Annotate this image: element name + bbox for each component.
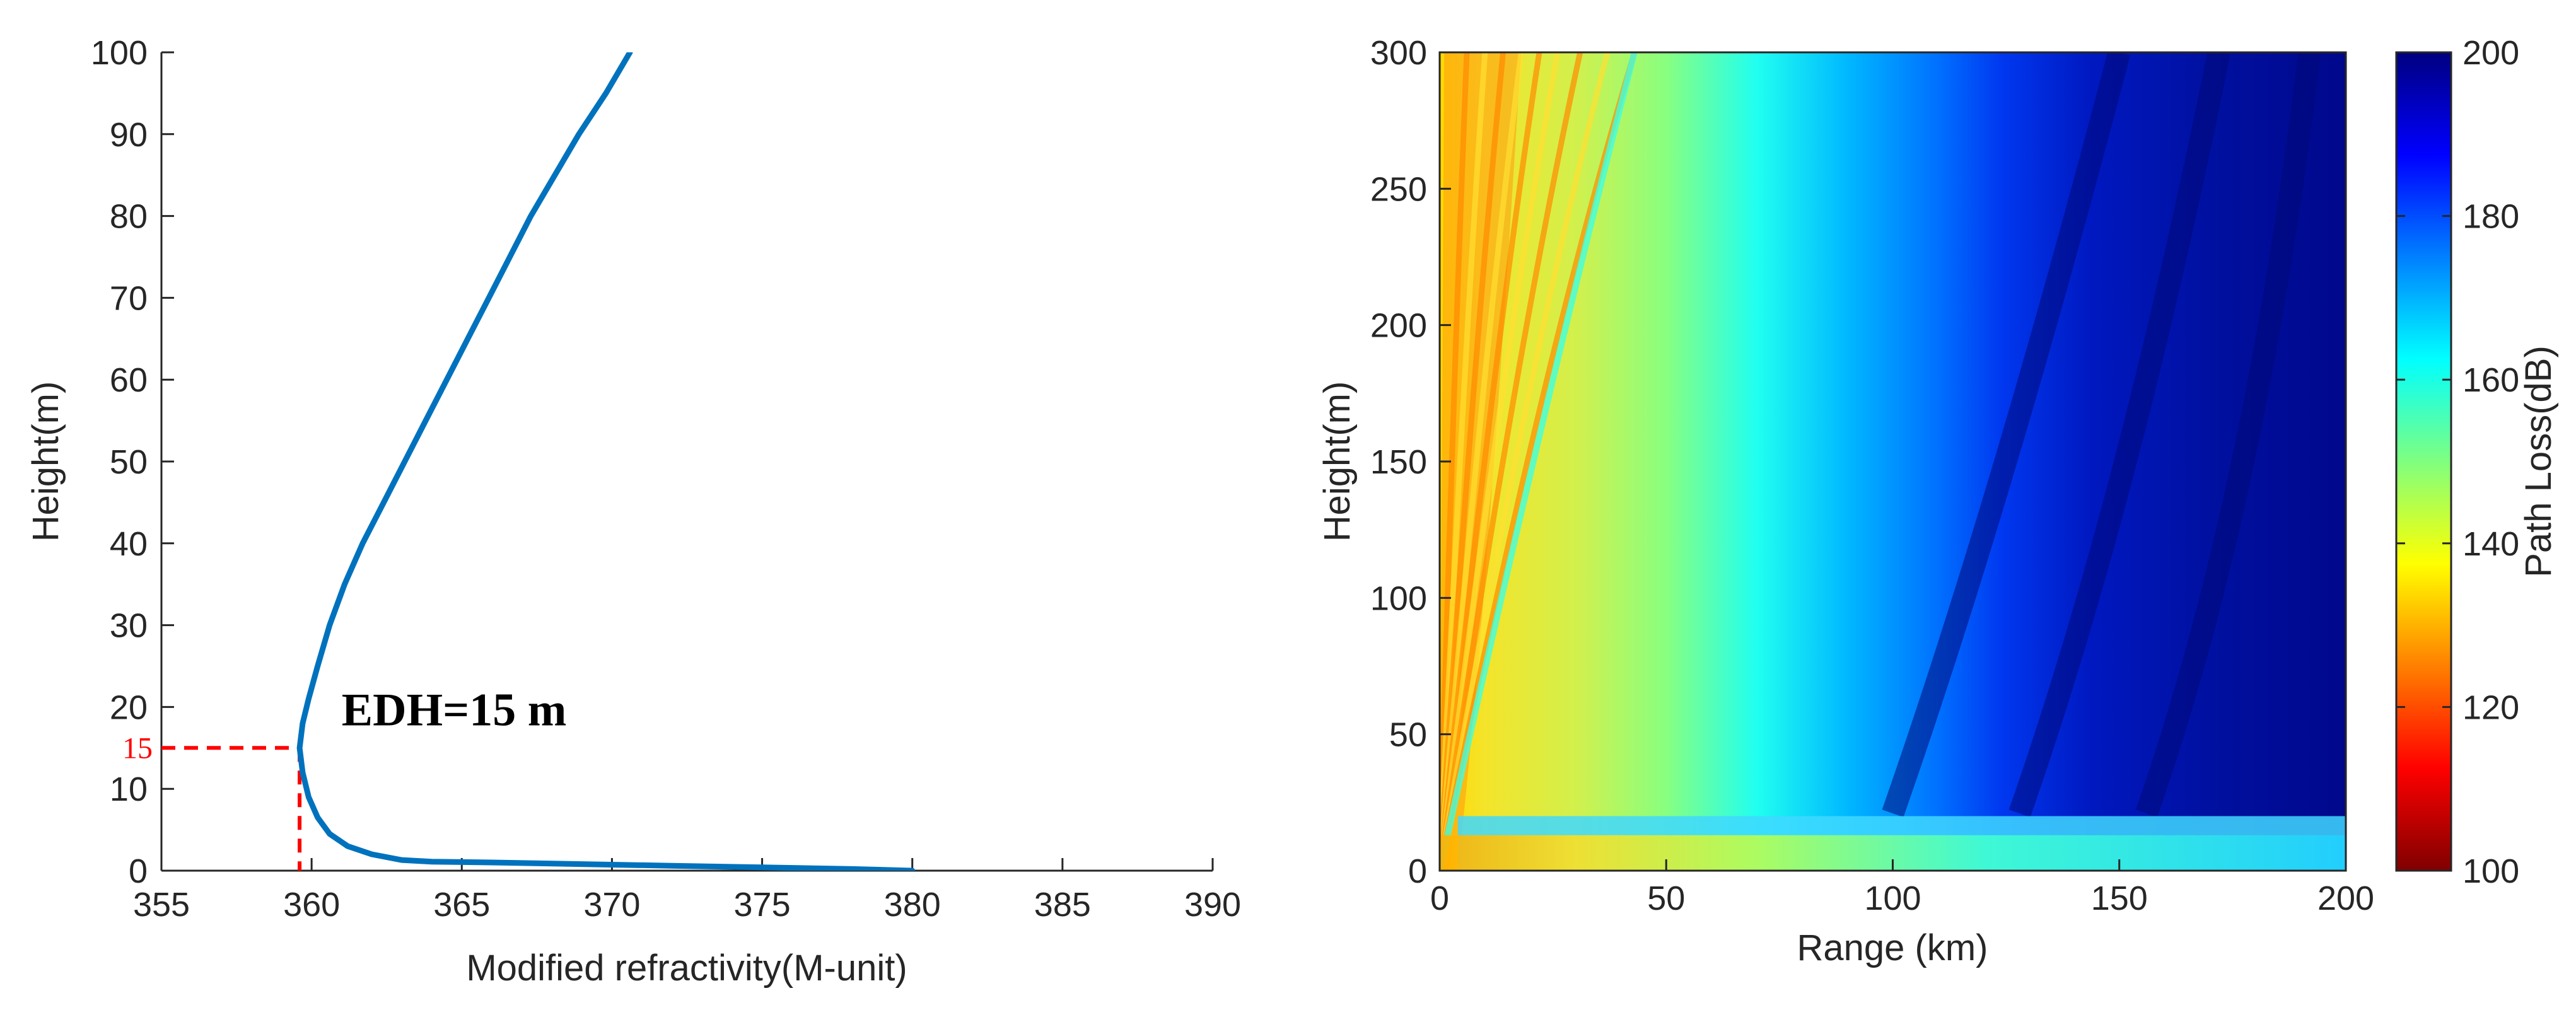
heatmap-chart: 0 50 100 150 200 0 50 100 150 200 250 300 Range (k… (1317, 34, 2559, 968)
heatmap-lobe (1440, 52, 1611, 871)
line-chart-x-tick-label: 385 (1034, 886, 1091, 924)
line-chart-x-tick-label: 390 (1184, 886, 1241, 924)
heatmap-lobe (1440, 52, 1583, 871)
line-chart-y-tick-label: 20 (110, 688, 148, 726)
refractivity-profile-line (296, 52, 916, 871)
colorbar-tick-label: 120 (2462, 688, 2519, 726)
heatmap-y-tick-label: 150 (1370, 443, 1427, 481)
edh-marker-lines (161, 746, 302, 871)
heatmap-y-tick-label: 50 (1389, 716, 1427, 754)
heatmap-x-label: Range (km) (1797, 927, 1988, 968)
line-chart-x-label: Modified refractivity(M-unit) (466, 948, 907, 989)
line-chart-x-tick-label: 360 (283, 886, 340, 924)
heatmap-dark-arc (2135, 52, 2321, 818)
line-chart-y-tick-label: 10 (110, 770, 148, 808)
line-chart-y-tick-label: 100 (91, 34, 148, 72)
heatmap-cyan-arc (1440, 52, 1638, 871)
line-chart-x-tick-label: 370 (583, 886, 640, 924)
line-chart-x-tick-label: 355 (133, 886, 190, 924)
heatmap-lobe (1440, 52, 1561, 871)
line-chart-x-tick-label: 365 (433, 886, 490, 924)
heatmap-x-tick-label: 150 (2091, 879, 2148, 917)
line-chart-y-ticks: 0 10 20 30 40 50 60 70 80 90 100 (91, 34, 174, 890)
heatmap-dark-arc (1882, 52, 2131, 818)
heatmap-y-tick-label: 100 (1370, 579, 1427, 617)
heatmap-x-tick-label: 50 (1647, 879, 1685, 917)
colorbar-ticks: 100 120 140 160 180 200 (2396, 34, 2519, 890)
heatmap-dark-arc (2008, 52, 2230, 818)
heatmap-x-ticks: 0 50 100 150 200 (1430, 859, 2374, 917)
heatmap-y-ticks: 0 50 100 150 200 250 300 (1370, 34, 1451, 890)
heatmap-x-tick-label: 200 (2317, 879, 2374, 917)
line-chart-y-tick-label: 70 (110, 279, 148, 317)
heatmap-x-tick-label: 0 (1430, 879, 1449, 917)
line-chart-y-label: Height(m) (25, 381, 66, 542)
line-chart-y-tick-label: 60 (110, 361, 148, 399)
edh-tick-label: 15 (122, 731, 153, 765)
line-chart-y-tick-label: 80 (110, 198, 148, 236)
line-chart-y-tick-label: 90 (110, 116, 148, 154)
line-chart: 355 360 365 370 375 380 385 390 0 10 20 30 40 50 60 70… (25, 34, 1241, 989)
heatmap-y-label: Height(m) (1317, 381, 1358, 542)
colorbar (2395, 51, 2452, 872)
line-chart-axes (160, 52, 1213, 872)
colorbar-tick-label: 140 (2462, 525, 2519, 563)
edh-annotation: EDH=15 m (342, 684, 567, 736)
line-chart-y-tick-label: 30 (110, 607, 148, 645)
colorbar-tick-label: 200 (2462, 34, 2519, 72)
heatmap-y-tick-label: 0 (1408, 852, 1427, 890)
colorbar-tick-label: 160 (2462, 361, 2519, 399)
path-loss-heatmap (1440, 52, 2346, 871)
line-chart-y-tick-label: 40 (110, 525, 148, 563)
heatmap-y-tick-label: 250 (1370, 170, 1427, 208)
heatmap-x-tick-label: 100 (1864, 879, 1921, 917)
line-chart-x-ticks: 355 360 365 370 375 380 385 390 (133, 858, 1241, 924)
heatmap-y-tick-label: 200 (1370, 307, 1427, 345)
colorbar-label: Path Loss(dB) (2518, 345, 2559, 578)
colorbar-tick-label: 180 (2462, 198, 2519, 236)
colorbar-tick-label: 100 (2462, 852, 2519, 890)
line-chart-y-tick-label: 50 (110, 443, 148, 481)
line-chart-x-tick-label: 375 (734, 886, 791, 924)
line-chart-x-tick-label: 380 (884, 886, 941, 924)
heatmap-y-tick-label: 300 (1370, 34, 1427, 72)
line-chart-y-tick-label: 0 (129, 852, 148, 890)
